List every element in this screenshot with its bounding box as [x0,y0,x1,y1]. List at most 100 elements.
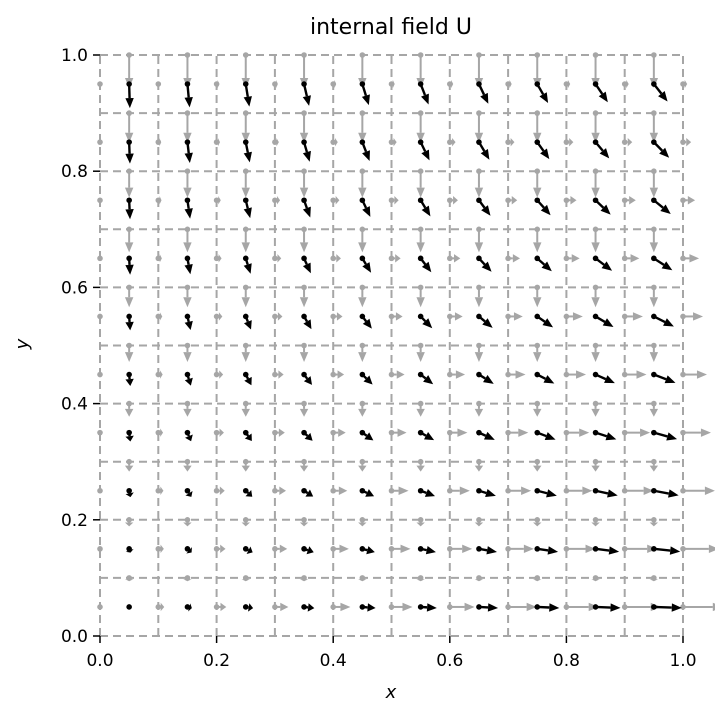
face-vector-y [591,400,600,417]
cell-vector [592,139,610,159]
face-vector-x [97,371,103,378]
face-vector-x [505,370,526,379]
face-vector-x [447,79,454,89]
face-vector-x [155,312,163,321]
cell-vector [359,81,370,106]
face-vector-x [330,312,343,321]
cell-vector [359,139,370,162]
face-vector-y [649,517,659,527]
cell-vector [359,487,375,497]
face-vector-x [505,137,515,147]
cell-vector [184,487,193,497]
face-vector-x [447,254,461,263]
face-vector-y [241,575,250,582]
cell-vector [417,371,434,385]
cell-vector [184,603,192,612]
face-vector-x [505,486,532,495]
cell-vector [476,197,491,216]
face-vector-y [533,517,542,527]
face-vector-y [416,284,425,308]
face-vector-y [533,458,542,472]
cell-vector [242,139,252,163]
cell-vector [534,371,555,384]
face-vector-y [591,575,600,582]
cell-vector [184,197,193,219]
face-vector-x [505,544,534,554]
cell-vector [651,197,671,215]
face-vector-y [241,517,250,527]
face-vector-y [533,575,542,582]
cell-vector [359,197,371,217]
face-vector-y [183,517,192,527]
face-vector-y [358,168,367,198]
face-vector-y [591,284,600,308]
face-vector-x [213,428,224,437]
cell-vector [359,313,372,329]
face-vector-y [124,110,134,143]
face-vector-y [124,575,134,582]
face-vector-x [388,544,411,554]
face-vector-x [155,544,164,554]
face-vector-x [447,486,470,495]
cell-vector [301,546,314,555]
face-vector-y [591,458,600,472]
face-vector-x [272,196,281,205]
face-vector-x [272,254,282,263]
face-vector-x [388,254,401,263]
face-vector-x [330,370,345,379]
face-vector-x [680,137,692,147]
cell-vector [301,371,313,385]
face-vector-y [299,226,309,253]
face-vector-y [533,284,542,308]
face-vector-x [680,370,707,379]
face-vector-x [388,137,397,147]
cell-vector [534,139,550,160]
face-vector-y [416,110,425,143]
face-vector-y [183,342,192,362]
y-tick-label: 0.0 [61,627,88,647]
face-vector-y [241,168,250,198]
face-vector-y [474,226,484,253]
face-vector-x [621,254,640,263]
cell-vector [417,487,435,497]
y-tick-label: 0.2 [61,511,88,531]
face-vector-y [416,458,425,472]
cell-vector [242,81,252,107]
cell-vector [301,429,313,441]
face-vector-y [299,168,309,198]
cell-vector [125,429,134,442]
face-vector-y [299,284,309,308]
x-tick-label: 0.2 [203,651,230,671]
face-vector-y [358,517,367,527]
cell-vector [125,197,134,220]
face-vector-x [563,370,587,379]
face-vector-x [621,79,629,89]
face-vector-y [124,400,134,417]
cell-vector [592,371,615,384]
face-vector-x [155,137,162,147]
x-tick-label: 1.0 [669,651,696,671]
face-vector-x [680,312,704,321]
face-vector-x [155,196,162,205]
face-vector-x [272,79,278,89]
cell-vector [242,313,252,330]
face-vector-x [621,196,636,205]
chart-title: internal field U [310,15,472,40]
face-vector-x [563,428,590,437]
face-vector-x [97,604,103,610]
face-vector-y [124,342,134,362]
cell-vector [359,603,376,612]
face-vector-x [97,255,103,262]
face-vector-x [388,196,399,205]
face-vector-y [474,284,484,308]
face-vector-x [272,137,279,147]
cell-vector [359,546,375,555]
face-vector-y [183,458,192,472]
cell-vector [242,371,252,386]
cell-vector [417,81,429,105]
face-vector-y [649,575,659,582]
cell-vector [476,603,499,612]
face-vector-y [183,400,192,417]
face-vector-x [330,428,346,437]
